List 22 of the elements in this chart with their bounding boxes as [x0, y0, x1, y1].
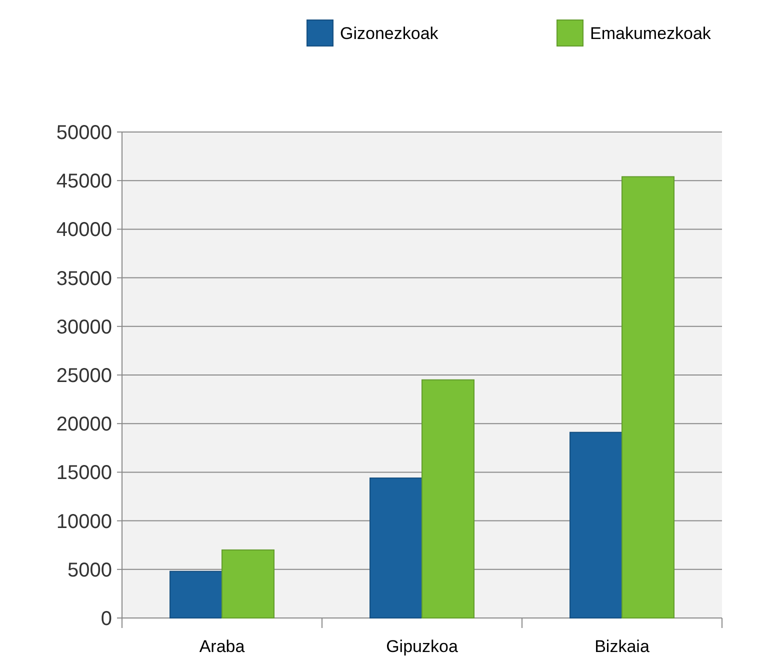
y-tick-label: 15000	[56, 462, 112, 484]
x-tick-label: Bizkaia	[594, 637, 650, 656]
y-tick-label: 0	[100, 608, 112, 630]
y-tick-label: 5000	[68, 559, 112, 582]
y-tick-label: 10000	[56, 510, 112, 533]
y-tick-label: 45000	[56, 170, 112, 193]
bar	[222, 549, 274, 618]
legend-label: Gizonezkoak	[340, 24, 439, 43]
y-tick-label: 35000	[56, 268, 112, 290]
y-tick-label: 25000	[56, 365, 112, 387]
legend-label: Emakumezkoak	[590, 24, 712, 43]
y-tick-label: 20000	[56, 414, 112, 436]
x-tick-label: Gipuzkoa	[386, 637, 458, 656]
x-tick-label: Araba	[199, 637, 246, 656]
y-tick-label: 40000	[56, 219, 112, 242]
bar	[422, 379, 474, 618]
bar	[570, 432, 622, 618]
bar	[370, 478, 422, 618]
bar	[170, 570, 222, 618]
y-tick-label: 50000	[56, 122, 112, 144]
bar	[622, 176, 674, 618]
y-tick-label: 30000	[56, 316, 112, 338]
